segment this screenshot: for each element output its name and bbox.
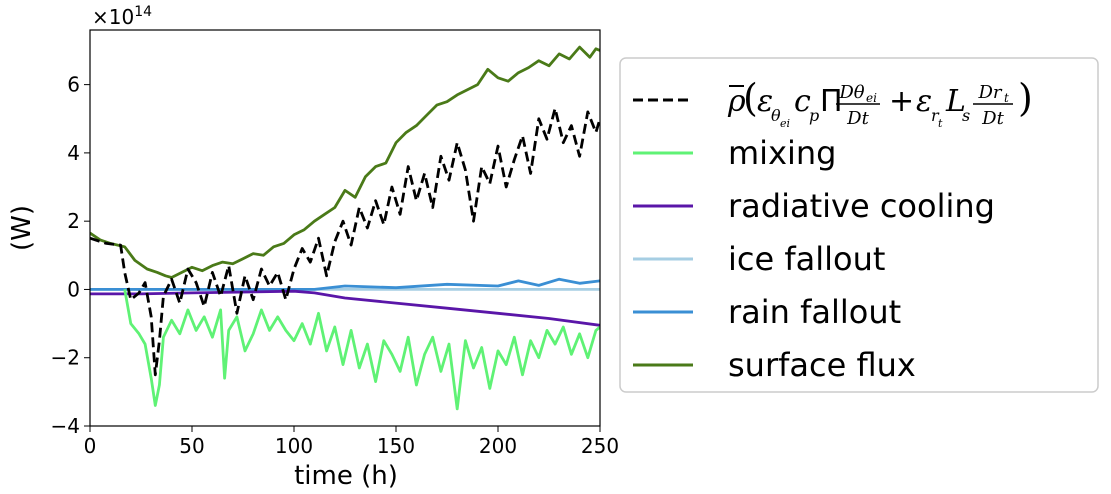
series-line-4: [90, 277, 600, 291]
legend-label-formula: ρ ( ε θ ei c p Π Dθ ei Dt + ε r t L s Dr…: [727, 76, 1033, 130]
legend-label-2: radiative cooling: [728, 187, 995, 225]
y-tick-label: −2: [51, 346, 80, 370]
legend-formula-rparen: ): [1018, 76, 1033, 120]
legend-formula-rho: ρ: [727, 84, 746, 119]
legend-formula-lparen: (: [743, 76, 758, 120]
legend-label-1: mixing: [728, 134, 836, 172]
x-tick-label: 100: [275, 434, 313, 458]
y-tick-label: 6: [67, 73, 80, 97]
axes-layer: 0 50 100 150 200 250 −4 −2 0 2 4 6: [51, 73, 620, 458]
legend-formula-plus: +: [889, 84, 914, 119]
series-line-0: [90, 107, 600, 377]
y-tick-label: −4: [51, 414, 80, 438]
legend-items: mixing radiative cooling ice fallout rain f…: [633, 98, 995, 384]
y-tick-label: 0: [67, 277, 80, 301]
legend-formula-sub2: r: [931, 106, 940, 125]
x-axis-label: time (h): [294, 461, 398, 491]
series-line-1: [123, 289, 600, 411]
x-tick-label: 50: [179, 434, 204, 458]
x-tick-label: 150: [377, 434, 415, 458]
legend-formula-L: L: [945, 84, 966, 119]
legend-label-4: rain fallout: [728, 293, 901, 331]
legend: mixing radiative cooling ice fallout rain f…: [619, 57, 1099, 393]
legend-formula-den2: Dt: [981, 108, 1004, 129]
legend-formula-num1-sub: ei: [866, 91, 877, 105]
legend-formula-epsilon2: ε: [916, 84, 932, 119]
x-tick-label: 0: [84, 434, 97, 458]
y-tick-label: 4: [67, 141, 80, 165]
legend-label-5: surface flux: [728, 346, 916, 384]
legend-formula-epsilon1: ε: [757, 84, 773, 119]
legend-formula-c: c: [794, 84, 811, 119]
legend-box: [619, 57, 1099, 393]
y-tick-label: 2: [67, 209, 80, 233]
y-axis-label: (W): [7, 205, 37, 251]
legend-formula-pi: Π: [820, 84, 843, 119]
plot-frame: [89, 29, 601, 427]
x-tick-label: 250: [581, 434, 619, 458]
legend-label-3: ice fallout: [728, 240, 885, 278]
legend-formula-num2: Dr: [977, 82, 1002, 103]
legend-formula-num2-sub: t: [1004, 91, 1009, 105]
legend-formula-Ls-sub: s: [962, 106, 970, 125]
series-line-2: [90, 289, 600, 327]
legend-formula-sub2b: t: [938, 117, 943, 130]
legend-formula-den1: Dt: [846, 108, 869, 129]
legend-formula-cp-sub: p: [809, 106, 819, 125]
series-line-5: [90, 45, 600, 279]
legend-formula-sub1b: ei: [780, 117, 790, 130]
y-axis-offset-label: ×1014: [92, 4, 152, 29]
x-tick-label: 200: [479, 434, 517, 458]
legend-formula-num1: Dθ: [838, 82, 864, 103]
series-layer: [90, 45, 600, 411]
legend-formula-sub1: θ: [771, 106, 781, 125]
